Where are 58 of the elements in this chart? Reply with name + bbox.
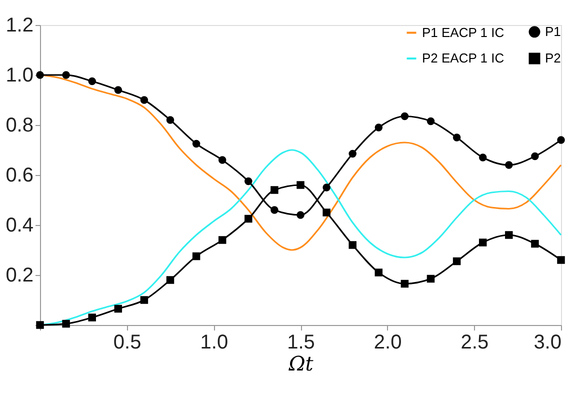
- point: [348, 241, 356, 249]
- point: [505, 161, 513, 169]
- y-tick-label: 0.2: [6, 264, 34, 286]
- point: [36, 71, 44, 79]
- point: [322, 208, 330, 216]
- point: [192, 252, 200, 260]
- point: [88, 314, 96, 322]
- legend-label: P1 EACP 1 IC: [422, 24, 504, 40]
- point: [270, 206, 278, 214]
- x-tick-label: 1.0: [200, 332, 228, 354]
- point: [426, 274, 435, 283]
- point: [244, 214, 252, 223]
- point: [322, 184, 330, 192]
- point: [166, 276, 174, 284]
- point: [531, 240, 539, 248]
- point: [374, 124, 383, 132]
- point: [140, 96, 148, 104]
- point: [452, 134, 461, 142]
- y-tick-label: 0.8: [6, 114, 34, 136]
- point: [88, 77, 96, 86]
- legend-label: P2 EACP 1 IC: [422, 50, 504, 66]
- point: [374, 268, 383, 276]
- y-tick-label: 0.6: [6, 164, 34, 186]
- point: [114, 86, 122, 94]
- x-axis-title: Ωt: [288, 352, 314, 376]
- point: [557, 256, 565, 264]
- y-tick-label: 1.0: [6, 64, 34, 86]
- point: [478, 238, 487, 246]
- x-tick-label: 0.5: [113, 332, 142, 354]
- point: [140, 296, 148, 304]
- y-tick-label: 1.2: [6, 14, 34, 36]
- x-tick-label: 2.0: [374, 332, 402, 354]
- x-tick-label: 3.0: [534, 332, 562, 354]
- point: [296, 181, 304, 189]
- point: [218, 236, 226, 244]
- point: [296, 211, 304, 219]
- x-tick-label: 1.5: [287, 332, 315, 354]
- point: [114, 304, 122, 313]
- point: [244, 177, 252, 186]
- point: [478, 154, 487, 162]
- point: [400, 280, 409, 288]
- point: [192, 140, 200, 148]
- point: [531, 152, 539, 160]
- legend-label: P2: [545, 50, 561, 66]
- point: [166, 116, 174, 124]
- y-tick-label: 0.4: [6, 214, 34, 236]
- point: [348, 150, 356, 158]
- point: [557, 136, 565, 144]
- point: [218, 156, 226, 164]
- legend-label: P1: [545, 24, 561, 39]
- point: [62, 71, 70, 79]
- point: [62, 320, 70, 328]
- point: [270, 186, 278, 194]
- point: [452, 257, 461, 266]
- point: [400, 112, 409, 120]
- point: [505, 231, 513, 239]
- point: [426, 117, 435, 126]
- x-tick-label: 2.5: [460, 332, 489, 354]
